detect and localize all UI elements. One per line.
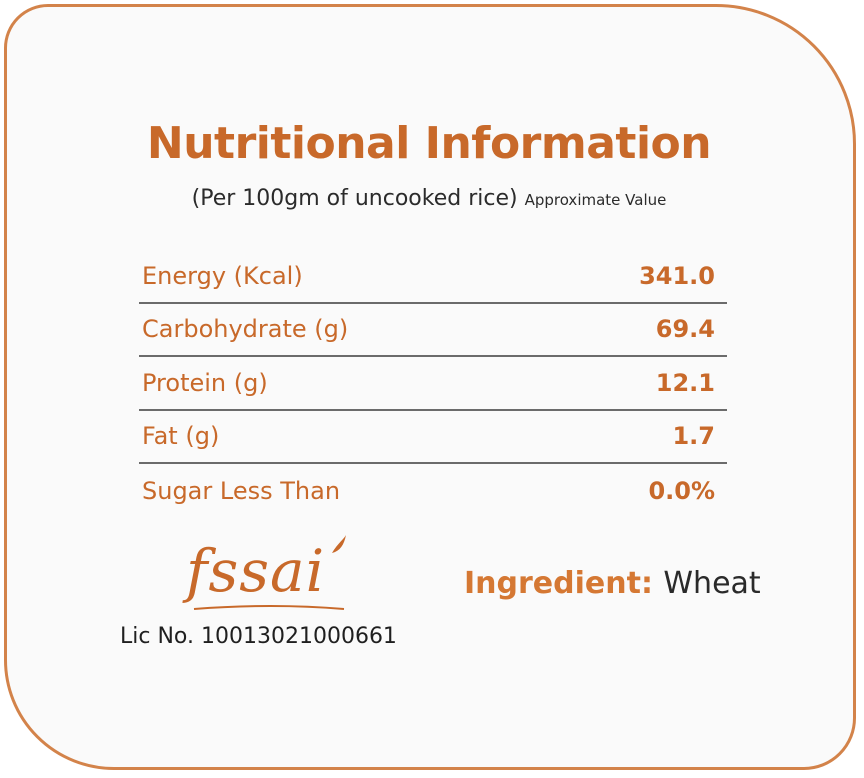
nutrition-panel bbox=[4, 4, 856, 770]
ingredient-label: Ingredient: bbox=[464, 566, 653, 601]
nutrient-value: 341.0 bbox=[639, 261, 715, 290]
nutrient-label: Fat (g) bbox=[142, 422, 220, 451]
license-number: Lic No. 10013021000661 bbox=[120, 624, 397, 649]
nutrient-label: Sugar Less Than bbox=[142, 476, 341, 505]
nutrient-label: Protein (g) bbox=[142, 368, 268, 397]
nutrient-label: Carbohydrate (g) bbox=[142, 315, 349, 344]
nutrition-row: Sugar Less Than 0.0% bbox=[139, 464, 727, 518]
nutrient-value: 1.7 bbox=[672, 422, 715, 451]
subtitle-main: (Per 100gm of uncooked rice) bbox=[191, 186, 518, 211]
fssai-logo: fssai bbox=[186, 535, 350, 617]
nutrition-row: Protein (g) 12.1 bbox=[139, 357, 727, 411]
nutrition-table: Energy (Kcal) 341.0 Carbohydrate (g) 69.… bbox=[139, 250, 727, 518]
nutrient-value: 12.1 bbox=[655, 368, 715, 397]
page-title: Nutritional Information bbox=[146, 118, 712, 169]
fssai-leaf-icon bbox=[193, 535, 346, 610]
nutrition-row: Fat (g) 1.7 bbox=[139, 411, 727, 464]
nutrient-label: Energy (Kcal) bbox=[142, 261, 303, 290]
nutrition-row: Energy (Kcal) 341.0 bbox=[139, 250, 727, 304]
nutrient-value: 69.4 bbox=[655, 315, 715, 344]
ingredient-value: Wheat bbox=[663, 566, 761, 601]
ingredient-line: Ingredient: Wheat bbox=[464, 566, 761, 601]
subtitle: (Per 100gm of uncooked rice) Approximate… bbox=[0, 186, 858, 211]
nutrition-row: Carbohydrate (g) 69.4 bbox=[139, 304, 727, 357]
fssai-logo-text: fssai bbox=[186, 537, 326, 605]
subtitle-note: Approximate Value bbox=[524, 191, 667, 209]
nutrient-value: 0.0% bbox=[648, 476, 715, 505]
